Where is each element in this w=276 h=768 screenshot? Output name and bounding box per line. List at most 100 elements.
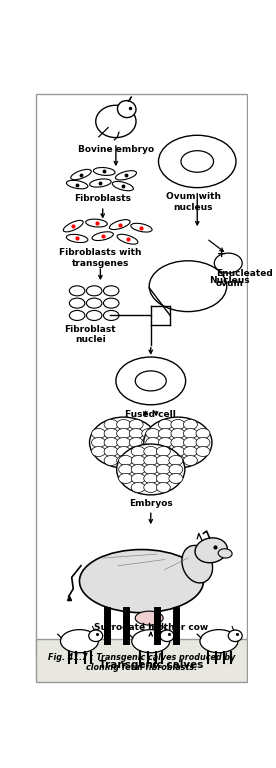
- Ellipse shape: [104, 446, 118, 456]
- Ellipse shape: [228, 630, 242, 641]
- Ellipse shape: [158, 419, 172, 429]
- Ellipse shape: [146, 438, 160, 448]
- Ellipse shape: [131, 455, 145, 465]
- Ellipse shape: [116, 357, 186, 405]
- Ellipse shape: [171, 429, 185, 439]
- Ellipse shape: [117, 438, 131, 448]
- Ellipse shape: [96, 105, 136, 137]
- Ellipse shape: [117, 234, 138, 244]
- Ellipse shape: [104, 419, 118, 429]
- Ellipse shape: [156, 465, 170, 475]
- Text: Transgenic calves: Transgenic calves: [99, 660, 203, 670]
- Ellipse shape: [158, 455, 172, 465]
- Text: Fibroblasts: Fibroblasts: [74, 194, 131, 203]
- Ellipse shape: [90, 179, 111, 187]
- Ellipse shape: [142, 446, 156, 456]
- Ellipse shape: [200, 630, 238, 653]
- Text: Embryos: Embryos: [129, 498, 172, 508]
- FancyBboxPatch shape: [36, 94, 247, 656]
- Ellipse shape: [117, 419, 131, 429]
- Text: Ovum with
nucleus: Ovum with nucleus: [166, 192, 221, 212]
- Ellipse shape: [131, 223, 152, 232]
- Ellipse shape: [169, 473, 183, 484]
- Ellipse shape: [158, 135, 236, 187]
- Ellipse shape: [184, 455, 197, 465]
- Ellipse shape: [117, 446, 131, 456]
- Ellipse shape: [104, 429, 118, 439]
- Text: Fused cell: Fused cell: [125, 410, 176, 419]
- Ellipse shape: [144, 482, 158, 492]
- Ellipse shape: [184, 429, 197, 439]
- Ellipse shape: [104, 298, 119, 308]
- Ellipse shape: [117, 455, 131, 465]
- Ellipse shape: [184, 419, 197, 429]
- Ellipse shape: [104, 310, 119, 320]
- Ellipse shape: [171, 446, 185, 456]
- Text: Fibroblast
nuclei: Fibroblast nuclei: [65, 325, 116, 344]
- Ellipse shape: [156, 473, 170, 484]
- Ellipse shape: [92, 446, 105, 456]
- Ellipse shape: [158, 438, 172, 448]
- Ellipse shape: [169, 455, 183, 465]
- Ellipse shape: [195, 538, 227, 563]
- Ellipse shape: [160, 630, 174, 641]
- Ellipse shape: [92, 232, 113, 240]
- Ellipse shape: [131, 465, 145, 475]
- Ellipse shape: [104, 438, 118, 448]
- Ellipse shape: [104, 286, 119, 296]
- Ellipse shape: [109, 220, 130, 230]
- Ellipse shape: [119, 465, 132, 475]
- Ellipse shape: [89, 630, 103, 641]
- Text: Nucleus: Nucleus: [209, 276, 250, 285]
- Text: Enucleated
ovum: Enucleated ovum: [216, 269, 273, 288]
- Ellipse shape: [144, 473, 158, 484]
- Text: Bovine embryo: Bovine embryo: [78, 144, 154, 154]
- Ellipse shape: [181, 151, 214, 172]
- Ellipse shape: [144, 465, 158, 475]
- Ellipse shape: [86, 219, 107, 227]
- Ellipse shape: [196, 446, 210, 456]
- Ellipse shape: [86, 298, 102, 308]
- Ellipse shape: [131, 482, 145, 492]
- Ellipse shape: [92, 429, 105, 439]
- Ellipse shape: [182, 545, 213, 583]
- Ellipse shape: [89, 417, 158, 468]
- Ellipse shape: [67, 180, 88, 189]
- Ellipse shape: [69, 286, 85, 296]
- Ellipse shape: [156, 446, 170, 456]
- Ellipse shape: [142, 429, 156, 439]
- Ellipse shape: [117, 444, 185, 495]
- Ellipse shape: [86, 310, 102, 320]
- Ellipse shape: [135, 611, 163, 625]
- Ellipse shape: [69, 298, 85, 308]
- Ellipse shape: [171, 455, 185, 465]
- Ellipse shape: [214, 253, 242, 273]
- Ellipse shape: [131, 446, 145, 456]
- Ellipse shape: [184, 438, 197, 448]
- Ellipse shape: [171, 438, 185, 448]
- Ellipse shape: [196, 438, 210, 448]
- Ellipse shape: [60, 630, 99, 653]
- Ellipse shape: [144, 446, 158, 456]
- Ellipse shape: [66, 234, 88, 243]
- Ellipse shape: [117, 429, 131, 439]
- Text: Fibroblasts with
transgenes: Fibroblasts with transgenes: [59, 249, 142, 268]
- Ellipse shape: [94, 167, 115, 175]
- FancyBboxPatch shape: [36, 639, 247, 682]
- Text: Surrogate mother cow: Surrogate mother cow: [94, 624, 208, 633]
- Ellipse shape: [158, 446, 172, 456]
- Ellipse shape: [146, 429, 160, 439]
- Ellipse shape: [129, 455, 143, 465]
- Ellipse shape: [156, 455, 170, 465]
- Ellipse shape: [146, 446, 160, 456]
- Text: Fig. 41.7 : Transgenic calves produced by
cloning fetal fibroblasts.: Fig. 41.7 : Transgenic calves produced b…: [48, 653, 235, 672]
- Ellipse shape: [71, 170, 91, 180]
- Ellipse shape: [92, 438, 105, 448]
- Ellipse shape: [79, 550, 203, 613]
- Ellipse shape: [132, 630, 170, 653]
- Ellipse shape: [144, 417, 212, 468]
- Text: +: +: [217, 249, 226, 259]
- Ellipse shape: [171, 419, 185, 429]
- Ellipse shape: [129, 446, 143, 456]
- Ellipse shape: [131, 473, 145, 484]
